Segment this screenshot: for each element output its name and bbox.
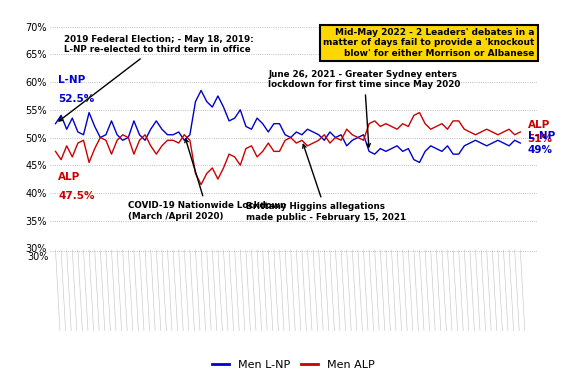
Text: L-NP: L-NP bbox=[58, 75, 86, 85]
Text: 47.5%: 47.5% bbox=[58, 191, 95, 201]
Text: Mid-May 2022 - 2 Leaders' debates in a
matter of days fail to provide a 'knockou: Mid-May 2022 - 2 Leaders' debates in a m… bbox=[323, 28, 535, 58]
Text: COVID-19 Nationwide Lockdown
(March /April 2020): COVID-19 Nationwide Lockdown (March /Apr… bbox=[129, 139, 286, 221]
Text: 49%: 49% bbox=[528, 145, 552, 155]
Text: 2019 Federal Election; - May 18, 2019:
L-NP re-elected to third term in office: 2019 Federal Election; - May 18, 2019: L… bbox=[59, 35, 254, 121]
Text: Brittany Higgins allegations
made public - February 15, 2021: Brittany Higgins allegations made public… bbox=[246, 144, 406, 222]
Text: June 26, 2021 - Greater Sydney enters
lockdown for first time since May 2020: June 26, 2021 - Greater Sydney enters lo… bbox=[268, 70, 461, 147]
Text: 52.5%: 52.5% bbox=[58, 94, 95, 104]
Text: L-NP: L-NP bbox=[528, 131, 555, 141]
Text: ALP: ALP bbox=[528, 120, 550, 130]
Text: ALP: ALP bbox=[58, 172, 80, 182]
Legend: Men L-NP, Men ALP: Men L-NP, Men ALP bbox=[208, 356, 379, 374]
Text: 51%: 51% bbox=[528, 134, 552, 144]
Text: 30%: 30% bbox=[28, 252, 49, 262]
